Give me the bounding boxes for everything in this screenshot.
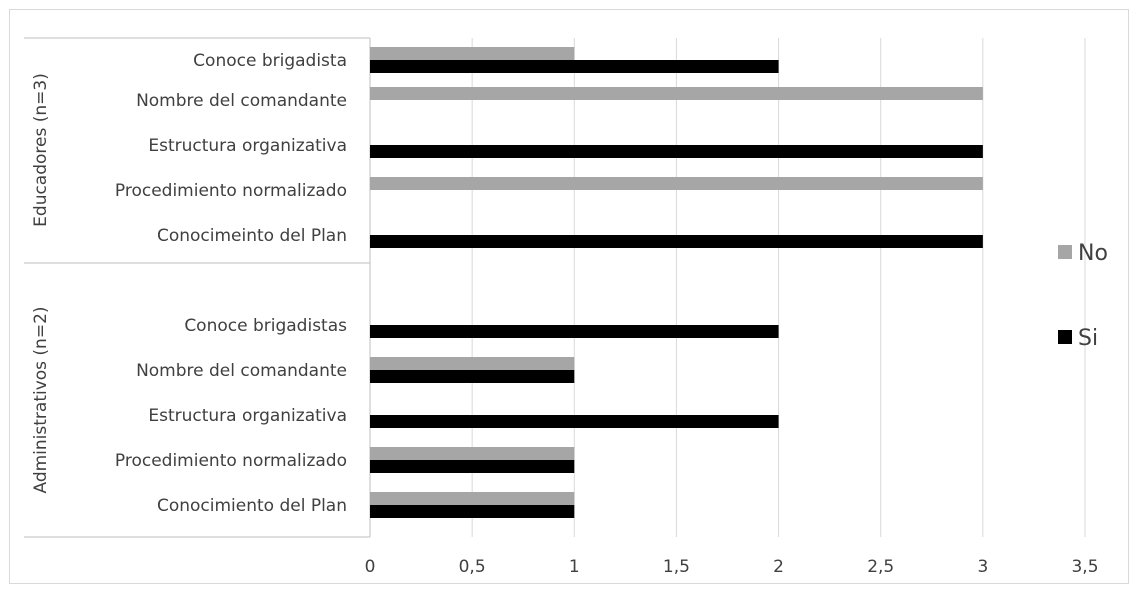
x-tick-label: 2,5 [867,557,894,577]
bar-si [370,235,983,248]
category-label: Procedimiento normalizado [115,181,347,201]
bar-si [370,460,575,473]
category-label: Conoce brigadista [193,51,347,71]
x-tick-label: 2 [773,557,784,577]
bar-no [370,447,575,460]
category-label: Estructura organizativa [148,406,347,426]
bar-si [370,325,779,338]
bar-no [370,177,983,190]
x-tick-label: 1,5 [663,557,690,577]
group-label: Educadores (n=3) [31,73,51,227]
legend-label: Si [1078,326,1098,351]
bar-no [370,357,575,370]
legend-swatch [1058,245,1072,259]
group-label: Administrativos (n=2) [31,306,51,493]
bar-si [370,60,779,73]
category-label: Conoce brigadistas [184,316,347,336]
x-tick-label: 3 [977,557,988,577]
category-label: Nombre del comandante [136,361,347,381]
bar-no [370,492,575,505]
x-tick-label: 1 [569,557,580,577]
category-label: Conocimeinto del Plan [157,226,347,246]
bar-no [370,47,575,60]
category-label: Estructura organizativa [148,136,347,156]
category-label: Nombre del comandante [136,91,347,111]
x-tick-label: 3,5 [1071,557,1098,577]
bar-si [370,505,575,518]
category-label: Conocimiento del Plan [157,496,347,516]
category-label: Procedimiento normalizado [115,451,347,471]
chart-border [9,9,1129,584]
bar-no [370,87,983,100]
x-tick-label: 0,5 [459,557,486,577]
x-tick-label: 0 [365,557,376,577]
legend-label: No [1078,241,1108,266]
legend-swatch [1058,330,1072,344]
bar-si [370,145,983,158]
bar-si [370,370,575,383]
bar-si [370,415,779,428]
